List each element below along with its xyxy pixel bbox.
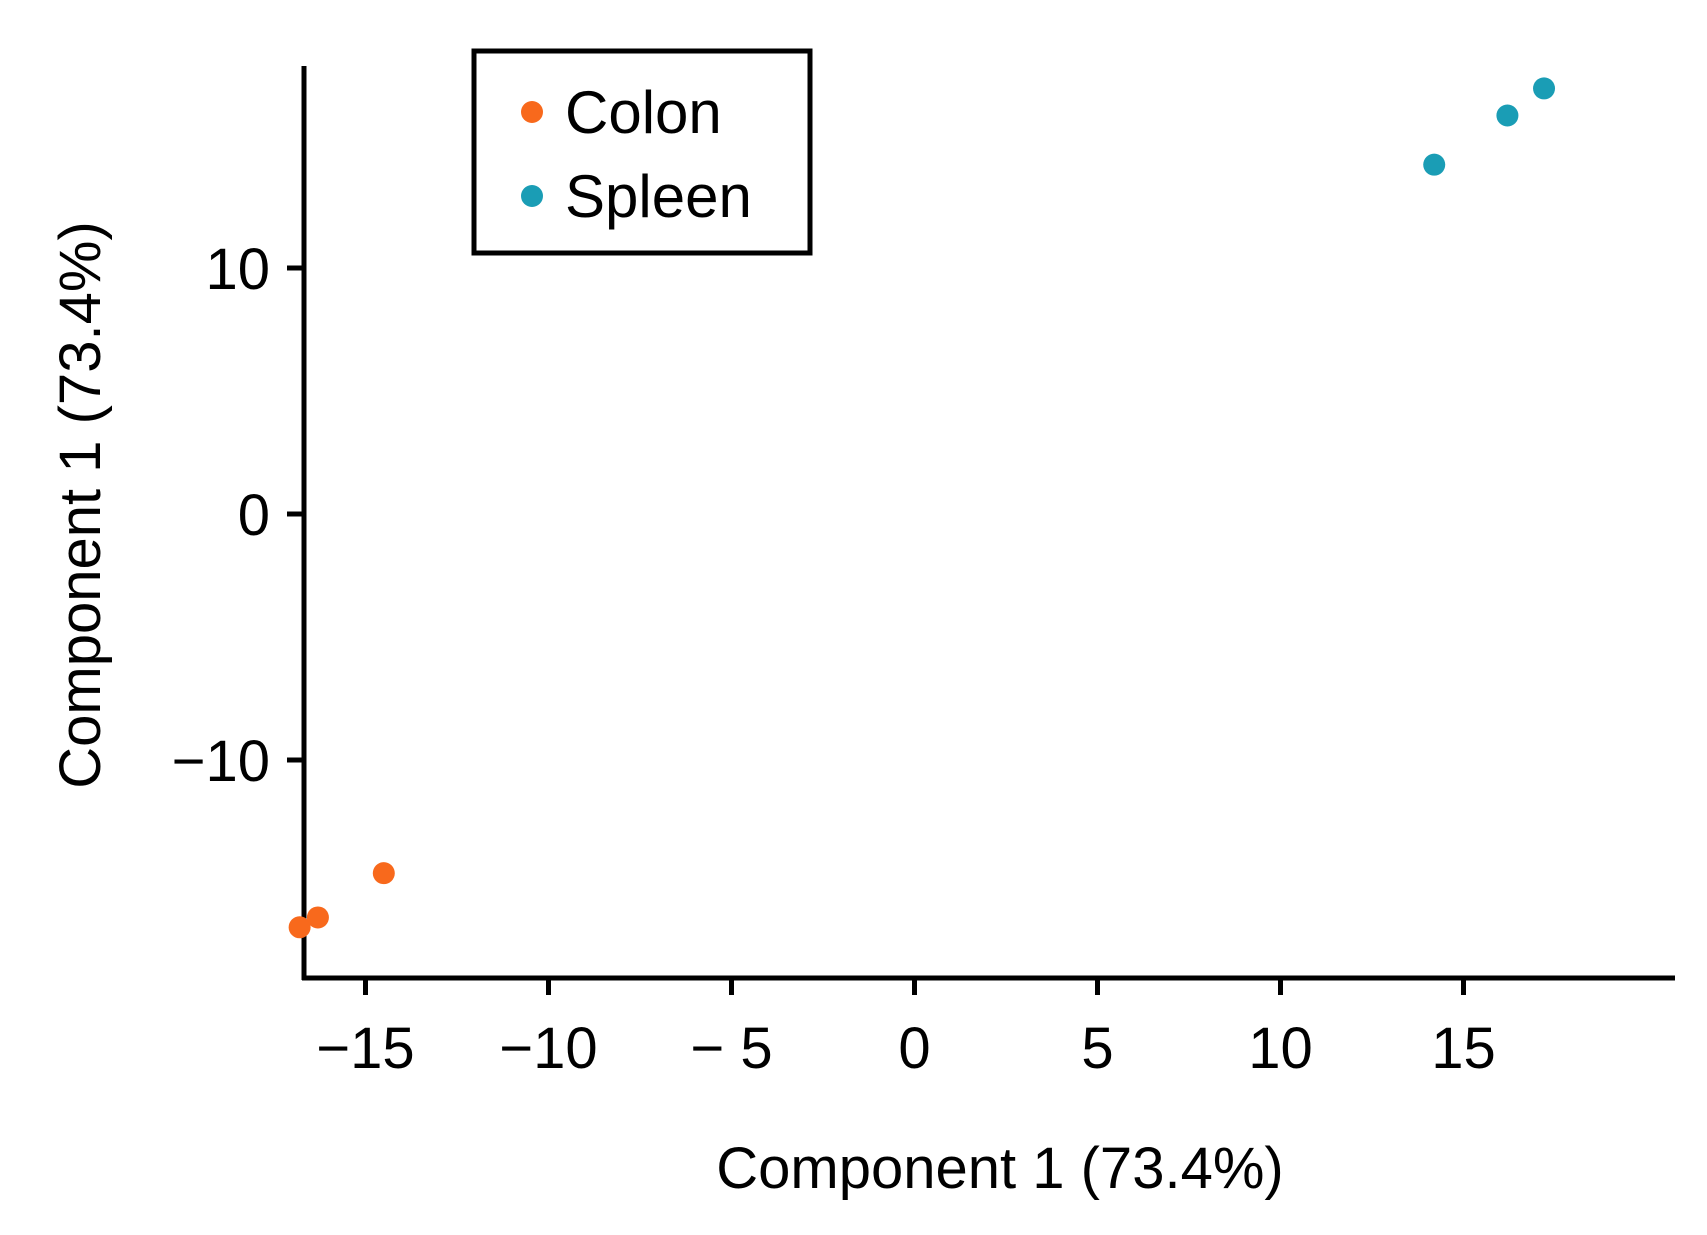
x-tick-label: 0 xyxy=(898,1016,930,1081)
data-point-colon xyxy=(288,916,311,939)
data-point-spleen xyxy=(1423,153,1446,176)
y-tick-label: −10 xyxy=(172,729,270,794)
x-tick-label: 5 xyxy=(1081,1016,1113,1081)
legend-box xyxy=(471,48,813,256)
x-ticks: −15 −10 − 5 0 5 10 15 xyxy=(316,978,1496,1081)
x-tick-label: −15 xyxy=(316,1016,414,1081)
x-tick-label: − 5 xyxy=(690,1016,772,1081)
y-tick-label: 0 xyxy=(238,483,270,548)
legend: Colon Spleen xyxy=(471,48,813,256)
legend-marker-colon xyxy=(521,101,543,123)
data-point-spleen xyxy=(1533,77,1556,100)
x-tick-label: 15 xyxy=(1431,1016,1496,1081)
legend-label-colon: Colon xyxy=(565,79,722,146)
data-point-colon xyxy=(372,862,395,885)
data-point-colon xyxy=(306,906,329,929)
x-axis-title: Component 1 (73.4%) xyxy=(716,1136,1283,1201)
legend-marker-spleen xyxy=(521,185,543,207)
axes xyxy=(301,66,1675,981)
x-tick-label: −10 xyxy=(499,1016,597,1081)
y-tick-label: 10 xyxy=(205,237,270,302)
data-points xyxy=(288,77,1556,939)
legend-label-spleen: Spleen xyxy=(565,163,752,230)
y-ticks: −10 0 10 xyxy=(172,237,304,794)
x-tick-label: 10 xyxy=(1248,1016,1313,1081)
data-point-spleen xyxy=(1496,104,1519,127)
y-axis-title: Component 1 (73.4%) xyxy=(48,221,113,788)
